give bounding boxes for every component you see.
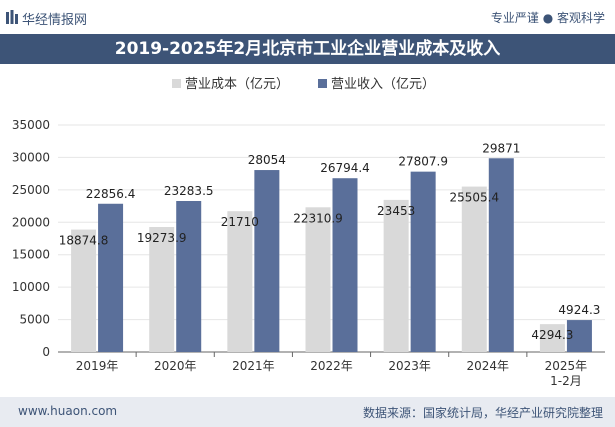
chart-title: 2019-2025年2月北京市工业企业营业成本及收入 [0,34,615,64]
cost-bar [149,226,175,352]
cost-value-label: 4294.3 [531,328,573,342]
revenue-value-label: 22856.4 [86,187,136,201]
cost-value-label: 22310.9 [293,211,343,225]
revenue-value-label: 26794.4 [320,161,370,175]
revenue-bar [176,200,202,352]
x-tick-label: 2025年 [545,359,588,373]
y-tick-label: 15000 [12,248,50,262]
y-tick-label: 5000 [19,313,50,327]
cost-bar [461,186,487,352]
website-link[interactable]: www.huaon.com [18,404,118,418]
y-tick-label: 0 [42,345,50,359]
x-tick-label: 2020年 [154,359,197,373]
cost-value-label: 23453 [377,204,415,218]
data-labels: 18874.8 22856.4 19273.9 23283.5 21710 28054 22… [59,141,601,342]
y-tick-label: 20000 [12,215,50,229]
top-bar: 华经情报网 专业严谨 ● 客观科学 [0,0,615,34]
y-tick-label: 25000 [12,183,50,197]
revenue-bar [98,203,124,352]
y-tick-label: 30000 [12,150,50,164]
cost-bar [305,207,331,352]
y-tick-label: 10000 [12,280,50,294]
revenue-bar [566,320,592,352]
revenue-value-label: 4924.3 [558,303,600,317]
legend-swatch-1 [172,79,181,88]
brand-name: 华经情报网 [22,13,88,28]
cost-bar [227,211,253,352]
bars [71,158,592,352]
x-tick-label: 1-2月 [550,374,582,388]
x-tick-label: 2021年 [232,359,275,373]
revenue-bar [488,158,514,352]
legend-label-2: 营业收入（亿元） [331,77,435,92]
revenue-bar [332,178,358,352]
x-tick-label: 2023年 [388,359,431,373]
revenue-bar [254,170,280,352]
data-source: 数据来源：国家统计局，华经产业研究院整理 [362,406,603,420]
revenue-value-label: 29871 [482,141,520,155]
cost-value-label: 19273.9 [137,231,187,245]
x-tick-label: 2022年 [310,359,353,373]
cost-bar [383,199,409,352]
bar-chart: 营业成本（亿元） 营业收入（亿元） 0 5000 10000 15000 20000 250… [12,77,605,388]
tagline: 专业严谨 ● 客观科学 [490,11,605,25]
cost-bar [539,324,565,352]
cost-bar [71,229,97,352]
cost-value-label: 25505.4 [449,191,499,205]
legend-label-1: 营业成本（亿元） [185,77,289,92]
footer: www.huaon.com 数据来源：国家统计局，华经产业研究院整理 [0,397,615,427]
revenue-value-label: 27807.9 [398,155,448,169]
axes: 0 5000 10000 15000 20000 25000 30000 35000 2019年… [12,118,605,388]
y-tick-label: 35000 [12,118,50,132]
revenue-value-label: 28054 [248,153,286,167]
gridlines [58,124,605,321]
legend: 营业成本（亿元） 营业收入（亿元） [172,77,435,92]
cost-value-label: 21710 [221,215,259,229]
x-tick-label: 2024年 [467,359,510,373]
legend-swatch-2 [318,79,327,88]
x-tick-label: 2019年 [76,359,119,373]
cost-value-label: 18874.8 [59,234,109,248]
revenue-value-label: 23283.5 [164,184,214,198]
logo-icon [6,10,18,24]
revenue-bar [410,171,436,352]
